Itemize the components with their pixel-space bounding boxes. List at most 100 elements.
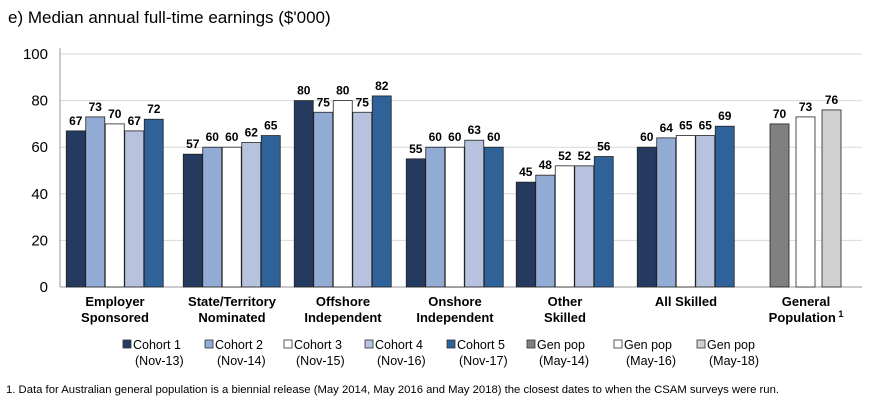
bar — [483, 146, 504, 288]
bar — [769, 123, 790, 288]
x-tick-label: Employer — [85, 294, 144, 309]
data-label: 65 — [264, 119, 278, 133]
data-label: 65 — [679, 119, 693, 133]
bar — [260, 135, 281, 288]
x-tick-label: Offshore — [316, 294, 370, 309]
bar — [574, 165, 595, 288]
bar — [675, 135, 696, 288]
bar — [352, 111, 373, 288]
legend-label: Cohort 5 — [457, 338, 505, 352]
data-label: 52 — [578, 149, 592, 163]
data-label: 76 — [825, 93, 839, 107]
y-tick-label: 100 — [23, 46, 48, 63]
data-label: 73 — [799, 100, 813, 114]
data-label: 56 — [597, 140, 611, 154]
data-label: 60 — [640, 130, 654, 144]
legend-label: Gen pop — [707, 338, 755, 352]
bar — [821, 109, 842, 288]
bar — [405, 158, 426, 288]
data-label: 80 — [336, 84, 350, 98]
x-tick-label: Independent — [416, 310, 494, 325]
legend-sublabel: (May-16) — [626, 354, 676, 368]
legend-sublabel: (Nov-17) — [459, 354, 508, 368]
data-label: 48 — [539, 158, 553, 172]
bar — [202, 146, 223, 288]
legend-swatch — [613, 339, 623, 349]
y-tick-label: 20 — [31, 232, 48, 249]
bar — [656, 137, 677, 288]
bar — [143, 118, 164, 288]
x-tick-label: Onshore — [428, 294, 481, 309]
bar — [293, 100, 314, 288]
bar — [371, 95, 392, 288]
bar — [464, 139, 485, 288]
legend-swatch — [283, 339, 293, 349]
bar — [65, 130, 86, 288]
legend-label: Cohort 2 — [215, 338, 263, 352]
data-label: 63 — [468, 123, 482, 137]
bar — [85, 116, 106, 288]
x-tick-label: Population 1 — [769, 309, 844, 325]
data-label: 73 — [89, 100, 103, 114]
legend-label: Cohort 4 — [375, 338, 423, 352]
legend-swatch — [122, 339, 132, 349]
bar — [714, 125, 735, 288]
data-label: 62 — [245, 126, 259, 140]
data-label: 80 — [297, 84, 311, 98]
data-label: 65 — [699, 119, 713, 133]
bar — [124, 130, 145, 288]
bar — [104, 123, 125, 288]
legend-label: Cohort 3 — [294, 338, 342, 352]
legend-sublabel: (May-18) — [709, 354, 759, 368]
bar — [515, 181, 536, 288]
data-label: 67 — [128, 114, 142, 128]
data-label: 45 — [519, 165, 533, 179]
data-label: 60 — [225, 130, 239, 144]
x-tick-label: Skilled — [544, 310, 586, 325]
data-label: 67 — [69, 114, 83, 128]
bar — [554, 165, 575, 288]
bar — [241, 142, 262, 288]
data-label: 70 — [108, 107, 122, 121]
data-label: 60 — [206, 130, 220, 144]
data-label: 69 — [718, 109, 732, 123]
bar — [332, 100, 353, 288]
bar — [182, 153, 203, 288]
data-label: 64 — [660, 121, 674, 135]
legend-swatch — [446, 339, 456, 349]
bar — [425, 146, 446, 288]
y-tick-label: 60 — [31, 139, 48, 156]
data-label: 75 — [356, 95, 370, 109]
bar — [795, 116, 816, 288]
y-tick-label: 40 — [31, 186, 48, 203]
data-label: 57 — [186, 137, 200, 151]
bar — [535, 174, 556, 288]
y-tick-label: 80 — [31, 93, 48, 110]
data-label: 60 — [448, 130, 462, 144]
data-label: 75 — [317, 95, 331, 109]
legend-sublabel: (Nov-16) — [377, 354, 426, 368]
x-tick-label: Nominated — [198, 310, 265, 325]
bar — [593, 156, 614, 288]
data-label: 70 — [773, 107, 787, 121]
bar — [695, 135, 716, 288]
data-label: 82 — [375, 79, 389, 93]
bar — [444, 146, 465, 288]
chart-title: e) Median annual full-time earnings ($'0… — [8, 8, 331, 27]
footnote: 1. Data for Australian general populatio… — [6, 384, 780, 396]
x-tick-label: Other — [548, 294, 583, 309]
data-label: 72 — [147, 102, 161, 116]
legend-label: Gen pop — [624, 338, 672, 352]
x-tick-label: Sponsored — [81, 310, 149, 325]
bar — [636, 146, 657, 288]
x-tick-label: State/Territory — [188, 294, 277, 309]
legend-sublabel: (Nov-14) — [217, 354, 266, 368]
legend-swatch — [526, 339, 536, 349]
x-tick-label: General — [782, 294, 830, 309]
legend-sublabel: (May-14) — [539, 354, 589, 368]
legend-label: Gen pop — [537, 338, 585, 352]
legend-sublabel: (Nov-13) — [135, 354, 184, 368]
legend-swatch — [696, 339, 706, 349]
